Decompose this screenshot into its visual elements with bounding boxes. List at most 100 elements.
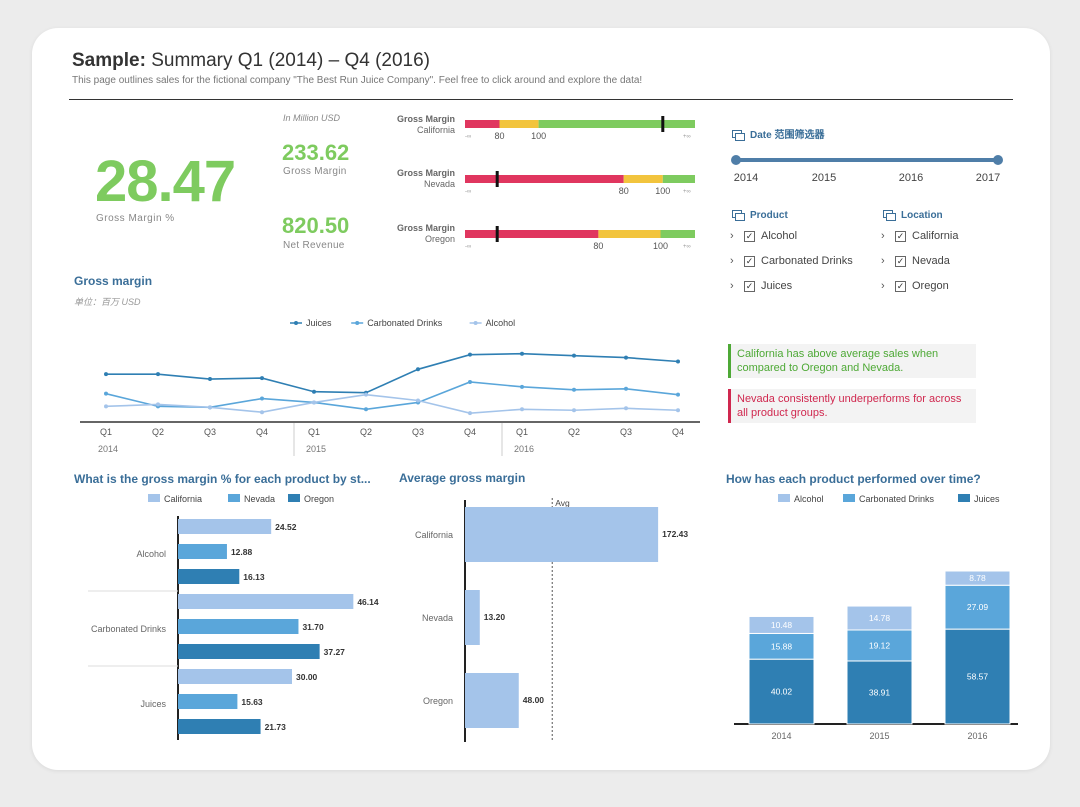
category-label: Alcohol bbox=[136, 549, 166, 559]
data-point bbox=[676, 359, 680, 364]
data-label: 46.14 bbox=[357, 597, 379, 607]
date-range-slider[interactable]: 2014 2015 2016 2017 bbox=[726, 150, 1016, 190]
checkbox-checked-icon[interactable]: ✓ bbox=[744, 230, 755, 242]
stack-segment bbox=[944, 584, 1011, 630]
bullet-tick-label: 80 bbox=[619, 186, 629, 196]
location-option-nevada[interactable]: › ✓ Nevada bbox=[881, 255, 950, 267]
data-label: 15.63 bbox=[241, 697, 263, 707]
chevron-right-icon[interactable]: › bbox=[730, 255, 734, 267]
data-point bbox=[260, 376, 264, 381]
legend-marker bbox=[294, 321, 298, 325]
bar bbox=[178, 694, 238, 709]
hbar-chart[interactable]: California Nevada Oregon Alcohol 24.52 12.88 1… bbox=[70, 488, 390, 748]
legend-swatch bbox=[958, 494, 970, 502]
location-filter-title: Location bbox=[883, 210, 943, 222]
x-tick-label: Q3 bbox=[204, 427, 216, 437]
data-point bbox=[260, 396, 264, 401]
stack-chart[interactable]: Alcohol Carbonated Drinks Juices 40.02 15.88… bbox=[720, 488, 1040, 748]
bullet-marker bbox=[661, 116, 665, 132]
data-label: 15.88 bbox=[771, 641, 793, 651]
data-label: 21.73 bbox=[265, 722, 287, 732]
bullet-tick-label: 100 bbox=[653, 241, 668, 251]
data-point bbox=[312, 389, 316, 394]
product-option-alcohol[interactable]: › ✓ Alcohol bbox=[730, 230, 798, 242]
bullet-charts[interactable]: -∞ +∞ 80 100 -∞ +∞ 80 100 -∞ +∞ 80 100 bbox=[460, 110, 700, 260]
checkbox-checked-icon[interactable]: ✓ bbox=[895, 230, 906, 242]
legend-label-carbonated-drinks: Carbonated Drinks bbox=[367, 318, 443, 328]
x-tick-label: Q4 bbox=[256, 427, 268, 437]
checkbox-checked-icon[interactable]: ✓ bbox=[744, 255, 755, 267]
checkbox-checked-icon[interactable]: ✓ bbox=[744, 280, 755, 292]
bullet-segment bbox=[465, 120, 500, 128]
product-filter-title: Product bbox=[732, 210, 788, 222]
location-option-california[interactable]: › ✓ California bbox=[881, 230, 959, 242]
stack-segment bbox=[748, 632, 815, 660]
data-label: 31.70 bbox=[302, 622, 324, 632]
bullet-segment bbox=[465, 230, 599, 238]
chevron-right-icon[interactable]: › bbox=[881, 280, 885, 292]
chevron-right-icon[interactable]: › bbox=[881, 230, 885, 242]
kpi-gross-margin-percent-label: Gross Margin % bbox=[96, 213, 175, 224]
kpi-gross-margin[interactable]: 233.62 bbox=[282, 140, 350, 165]
data-label: 24.52 bbox=[275, 522, 297, 532]
product-option-carbonated[interactable]: › ✓ Carbonated Drinks bbox=[730, 255, 853, 267]
slider-handle-start[interactable] bbox=[731, 155, 741, 165]
legend-swatch bbox=[778, 494, 790, 502]
x-tick-label: 2014 bbox=[771, 731, 791, 741]
bar bbox=[178, 594, 354, 609]
bar bbox=[178, 669, 292, 684]
legend-label-juices: Juices bbox=[974, 494, 1000, 504]
bullet-segment bbox=[465, 175, 624, 183]
data-label: 13.20 bbox=[484, 612, 506, 622]
avg-chart-title: Average gross margin bbox=[399, 471, 526, 485]
bullet-tick-label: 100 bbox=[531, 131, 546, 141]
line-chart[interactable]: Juices Carbonated Drinks Alcohol Q1 Q2 Q3 Q4 Q1… bbox=[70, 312, 710, 462]
checkbox-checked-icon[interactable]: ✓ bbox=[895, 255, 906, 267]
legend-swatch bbox=[843, 494, 855, 502]
bar bbox=[178, 569, 240, 584]
x-tick-label: 2016 bbox=[967, 731, 987, 741]
product-option-juices[interactable]: › ✓ Juices bbox=[730, 280, 793, 292]
avg-label: Avg bbox=[555, 498, 570, 508]
kpi-gross-margin-percent[interactable]: 28.47 bbox=[95, 149, 236, 214]
data-point bbox=[364, 392, 368, 397]
data-label: 38.91 bbox=[869, 687, 891, 697]
data-label: 14.78 bbox=[869, 613, 891, 623]
bullet-segment bbox=[538, 120, 695, 128]
chevron-right-icon[interactable]: › bbox=[730, 230, 734, 242]
location-option-oregon[interactable]: › ✓ Oregon bbox=[881, 280, 949, 292]
data-point bbox=[156, 402, 160, 407]
avg-chart[interactable]: Avg California 172.43 Nevada 13.20 Oregon 48.0… bbox=[395, 488, 715, 748]
chevron-right-icon[interactable]: › bbox=[881, 255, 885, 267]
bullet-segment bbox=[598, 230, 661, 238]
x-tick-label: 2015 bbox=[869, 731, 889, 741]
chevron-right-icon[interactable]: › bbox=[730, 280, 734, 292]
category-label: Oregon bbox=[423, 696, 453, 706]
data-point bbox=[312, 400, 316, 405]
data-point bbox=[676, 408, 680, 413]
line-chart-unit: 单位：百万 USD bbox=[74, 297, 141, 307]
series-line-alcohol bbox=[105, 393, 679, 414]
page-title: Sample: Summary Q1 (2014) – Q4 (2016) bbox=[72, 50, 430, 71]
x-group-label: 2015 bbox=[306, 444, 326, 454]
data-point bbox=[520, 384, 524, 389]
stack-segment bbox=[944, 570, 1011, 586]
bullet-segment bbox=[662, 175, 695, 183]
data-point bbox=[624, 355, 628, 360]
bullet-oregon-label: Gross Margin Oregon bbox=[396, 223, 455, 244]
x-tick-label: Q3 bbox=[620, 427, 632, 437]
slider-handle-end[interactable] bbox=[993, 155, 1003, 165]
legend-swatch bbox=[148, 494, 160, 502]
x-tick-label: Q2 bbox=[568, 427, 580, 437]
kpi-net-revenue[interactable]: 820.50 bbox=[282, 213, 350, 238]
checkbox-checked-icon[interactable]: ✓ bbox=[895, 280, 906, 292]
hbar-chart-title: What is the gross margin % for each prod… bbox=[74, 472, 371, 486]
data-label: 8.78 bbox=[969, 573, 986, 583]
x-tick-label: Q4 bbox=[464, 427, 476, 437]
insight-nevada: Nevada consistently underperforms for ac… bbox=[728, 389, 976, 423]
bullet-nevada-label: Gross Margin Nevada bbox=[396, 168, 455, 189]
kpi-net-revenue-label: Net Revenue bbox=[283, 240, 345, 251]
x-tick-label: Q1 bbox=[100, 427, 112, 437]
stack-segment bbox=[944, 628, 1011, 725]
data-label: 12.88 bbox=[231, 547, 253, 557]
